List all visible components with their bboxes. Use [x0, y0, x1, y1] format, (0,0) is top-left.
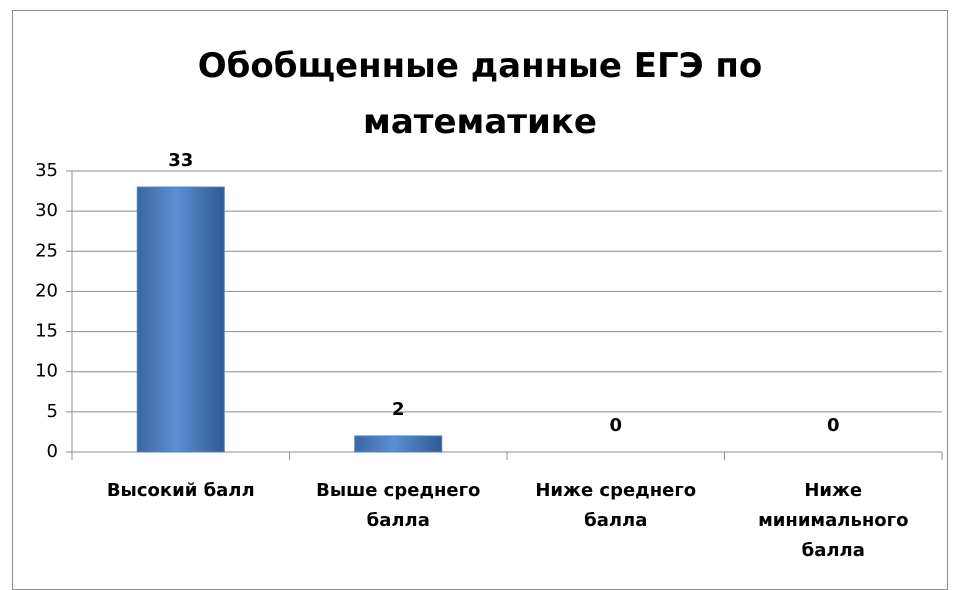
bar — [136, 186, 225, 453]
x-tick-label: Выше среднего балла — [316, 480, 481, 531]
bar — [354, 435, 443, 453]
chart-title: Обобщенные данные ЕГЭ по математике — [197, 46, 763, 142]
y-tick-label: 10 — [35, 361, 58, 382]
y-tick-label: 5 — [47, 401, 58, 422]
x-tick-label: Ниже минимального балла — [758, 480, 909, 561]
data-label: 0 — [609, 415, 622, 436]
y-tick-label: 15 — [35, 321, 58, 342]
y-tick-label: 30 — [35, 200, 58, 221]
y-tick-label: 25 — [35, 240, 58, 261]
y-tick-label: 20 — [35, 280, 58, 301]
y-tick-label: 35 — [35, 160, 58, 181]
x-tick-label: Высокий балл — [106, 480, 255, 501]
data-label: 33 — [168, 150, 193, 171]
data-label: 0 — [827, 415, 840, 436]
x-tick-label: Ниже среднего балла — [535, 480, 697, 531]
y-tick-label: 0 — [47, 441, 58, 462]
data-label: 2 — [392, 399, 405, 420]
